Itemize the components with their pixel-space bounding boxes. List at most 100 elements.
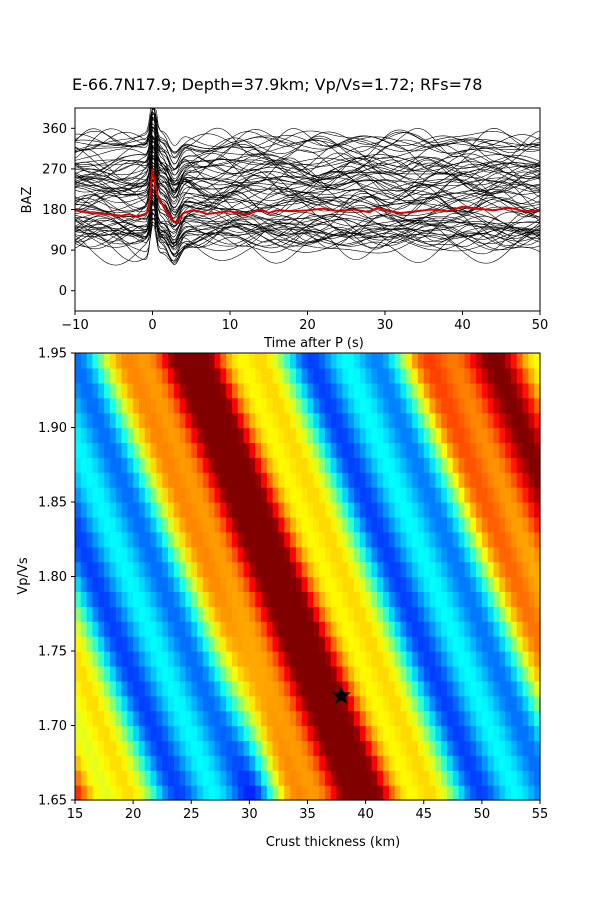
heatmap-cell bbox=[133, 651, 140, 667]
heatmap-cell bbox=[191, 755, 198, 771]
heatmap-cell bbox=[168, 487, 175, 503]
heatmap-cell bbox=[447, 367, 454, 384]
heatmap-cell bbox=[493, 531, 500, 548]
heatmap-cell bbox=[330, 397, 338, 414]
heatmap-cell bbox=[197, 606, 204, 622]
heatmap-cell bbox=[290, 546, 297, 563]
heatmap-cell bbox=[452, 412, 460, 429]
heatmap-cell bbox=[464, 725, 471, 741]
heatmap-cell bbox=[394, 546, 402, 563]
heatmap-cell bbox=[452, 397, 460, 414]
heatmap-cell bbox=[98, 665, 105, 682]
heatmap-cell bbox=[284, 397, 291, 414]
heatmap-cell bbox=[80, 755, 88, 771]
rf-trace bbox=[74, 183, 541, 245]
heatmap-cell bbox=[487, 561, 495, 578]
heatmap-cell bbox=[162, 621, 169, 637]
heatmap-cell bbox=[243, 680, 250, 697]
heatmap-cell bbox=[208, 531, 216, 548]
heatmap-cell bbox=[516, 710, 524, 727]
heatmap-cell bbox=[487, 665, 495, 682]
heatmap-cell bbox=[359, 591, 367, 607]
heatmap-cell bbox=[278, 710, 285, 727]
heatmap-cell bbox=[510, 740, 518, 756]
heatmap-cell bbox=[342, 442, 349, 458]
heatmap-cell bbox=[371, 457, 378, 473]
heatmap-cell bbox=[92, 576, 99, 592]
heatmap-cell bbox=[86, 755, 94, 771]
heatmap-cell bbox=[365, 621, 373, 637]
heatmap-cell bbox=[354, 651, 361, 667]
heatmap-cell bbox=[493, 651, 500, 667]
heatmap-cell bbox=[348, 740, 355, 756]
heatmap-cell bbox=[336, 755, 343, 771]
heatmap-cell bbox=[202, 397, 210, 414]
heatmap-cell bbox=[208, 397, 216, 414]
heatmap-cell bbox=[388, 665, 396, 682]
heatmap-cell bbox=[383, 457, 390, 473]
heatmap-cell bbox=[226, 636, 233, 652]
heatmap-cell bbox=[481, 680, 489, 697]
heatmap-cell bbox=[406, 770, 413, 786]
heatmap-cell bbox=[162, 502, 169, 518]
heatmap-cell bbox=[191, 740, 198, 756]
heatmap-cell bbox=[371, 695, 378, 712]
heatmap-cell bbox=[173, 680, 181, 697]
heatmap-cell bbox=[493, 382, 500, 399]
heatmap-cell bbox=[226, 695, 233, 712]
heatmap-cell bbox=[144, 561, 152, 578]
heatmap-cell bbox=[516, 397, 524, 414]
heatmap-cell bbox=[417, 367, 425, 384]
heatmap-cell bbox=[220, 755, 227, 771]
heatmap-cell bbox=[138, 397, 146, 414]
heatmap-cell bbox=[121, 382, 128, 399]
heatmap-cell bbox=[330, 710, 338, 727]
heatmap-cell bbox=[359, 785, 367, 801]
heatmap-cell bbox=[516, 606, 524, 622]
heatmap-cell bbox=[104, 770, 111, 786]
heatmap-cell bbox=[528, 546, 535, 563]
heatmap-cell bbox=[197, 740, 204, 756]
heatmap-cell bbox=[522, 561, 529, 578]
heatmap-cell bbox=[208, 770, 216, 786]
heatmap-cell bbox=[185, 636, 192, 652]
heatmap-cell bbox=[435, 487, 442, 503]
heatmap-cell bbox=[365, 740, 373, 756]
heatmap-cell bbox=[435, 442, 442, 458]
heatmap-cell bbox=[354, 397, 361, 414]
heatmap-cell bbox=[505, 770, 512, 786]
heatmap-cell bbox=[348, 457, 355, 473]
heatmap-cell bbox=[464, 621, 471, 637]
heatmap-cell bbox=[423, 427, 431, 443]
heatmap-cell bbox=[295, 546, 303, 563]
heatmap-cell bbox=[75, 427, 82, 443]
heatmap-cell bbox=[470, 353, 477, 369]
heatmap-cell bbox=[173, 427, 181, 443]
heatmap-cell bbox=[226, 651, 233, 667]
heatmap-cell bbox=[493, 561, 500, 578]
heatmap-cell bbox=[121, 710, 128, 727]
heatmap-cell bbox=[528, 561, 535, 578]
heatmap-cell bbox=[185, 725, 192, 741]
heatmap-cell bbox=[470, 621, 477, 637]
heatmap-cell bbox=[185, 531, 192, 548]
heatmap-cell bbox=[534, 412, 541, 429]
heatmap-cell bbox=[417, 457, 425, 473]
heatmap-cell bbox=[92, 651, 99, 667]
heatmap-cell bbox=[185, 457, 192, 473]
hk-y-axis-label: Vp/Vs bbox=[16, 557, 31, 594]
heatmap-cell bbox=[394, 755, 402, 771]
heatmap-cell bbox=[505, 591, 512, 607]
heatmap-cell bbox=[295, 651, 303, 667]
heatmap-cell bbox=[80, 651, 88, 667]
heatmap-cell bbox=[487, 725, 495, 741]
heatmap-cell bbox=[191, 710, 198, 727]
heatmap-cell bbox=[92, 531, 99, 548]
heatmap-cell bbox=[202, 412, 210, 429]
heatmap-cell bbox=[377, 755, 384, 771]
heatmap-cell bbox=[441, 695, 448, 712]
heatmap-cell bbox=[179, 457, 187, 473]
heatmap-cell bbox=[365, 591, 373, 607]
heatmap-cell bbox=[138, 442, 146, 458]
heatmap-cell bbox=[342, 651, 349, 667]
